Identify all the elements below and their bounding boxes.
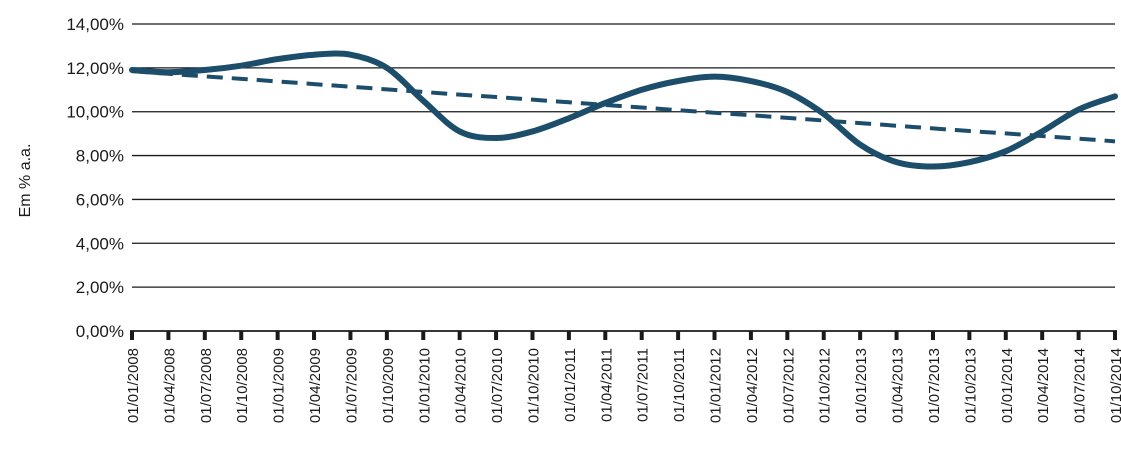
x-axis-tick-labels: 01/01/2008 01/04/2008 01/07/2008 01/10/2008… [125,348,1121,423]
data-point [240,65,242,67]
data-point [787,117,789,119]
y-tick-label: 4,00% [76,234,124,253]
x-tick-label: 01/10/2009 [380,348,397,423]
x-tick-label: 01/04/2014 [1035,348,1052,423]
data-point [714,112,716,114]
data-point [604,102,606,104]
gridlines [132,23,1115,288]
data-point [932,166,934,168]
x-tick-label: 01/10/2010 [525,348,542,423]
y-tick-label: 0,00% [76,322,124,341]
data-point [969,161,971,163]
y-tick-label: 2,00% [76,278,124,297]
y-tick-label: 12,00% [66,59,124,78]
data-point [459,94,461,96]
data-point [896,125,898,127]
data-point [277,58,279,60]
data-point [1041,131,1043,133]
x-tick-label: 01/07/2013 [926,348,943,423]
data-point [1114,96,1116,98]
x-tick-label: 01/07/2014 [1072,348,1089,423]
x-tick-label: 01/10/2008 [234,348,251,423]
data-point [495,137,497,139]
x-tick-label: 01/07/2011 [635,348,652,422]
data-point [532,99,534,101]
data-point [823,120,825,122]
data-point [823,113,825,115]
x-tick-label: 01/04/2013 [890,348,907,423]
data-point [714,76,716,78]
data-point [1005,150,1007,152]
data-point [386,89,388,91]
y-tick-label: 6,00% [76,190,124,209]
x-tick-label: 01/01/2014 [999,348,1016,423]
x-tick-label: 01/04/2011 [598,348,615,422]
x-axis [130,330,1117,340]
data-point [787,91,789,93]
trend-line-series [131,69,1116,144]
x-tick-label: 01/01/2011 [562,348,579,422]
x-tick-label: 01/04/2012 [744,348,761,423]
rate-line-series [129,50,1118,170]
x-tick-label: 01/10/2012 [817,348,834,423]
x-tick-label: 01/01/2013 [853,348,870,423]
data-point [568,117,570,119]
data-point [204,76,206,78]
data-point [896,161,898,163]
data-point [568,101,570,103]
x-tick-label: 01/01/2012 [708,348,725,423]
y-tick-label: 8,00% [76,147,124,166]
data-point [313,54,315,56]
data-point [859,144,861,146]
data-point [750,80,752,82]
data-point [350,86,352,88]
x-tick-label: 01/01/2008 [125,348,142,423]
x-tick-label: 01/07/2012 [780,348,797,423]
data-point [750,114,752,116]
data-point [641,89,643,91]
data-point [1078,109,1080,111]
data-point [604,104,606,106]
x-tick-label: 01/04/2009 [307,348,324,423]
data-point [422,91,424,93]
x-tick-label: 01/04/2008 [161,348,178,423]
data-point [240,78,242,80]
data-point [932,128,934,130]
data-point [677,109,679,111]
data-point [350,54,352,56]
data-point [641,107,643,109]
data-point [969,130,971,132]
x-tick-label: 01/04/2010 [453,348,470,423]
data-point [532,131,534,133]
data-point [1114,141,1116,143]
x-tick-label: 01/07/2010 [489,348,506,423]
data-point [204,69,206,71]
y-tick-label: 10,00% [66,103,124,122]
data-point [1005,133,1007,135]
data-point [313,83,315,85]
data-point [459,131,461,133]
x-tick-label: 01/07/2008 [198,348,215,423]
y-axis-label: Em % a.a. [17,144,34,218]
data-point [386,67,388,69]
data-point [168,73,170,75]
series-group [129,50,1118,170]
data-point [677,80,679,82]
data-point [277,81,279,83]
x-tick-label: 01/01/2009 [271,348,288,423]
x-tick-label: 01/01/2010 [416,348,433,423]
x-tick-label: 01/07/2009 [343,348,360,423]
y-axis-tick-labels: 0,00% 2,00% 4,00% 6,00% 8,00% 10,00% 12,00% 14,… [66,15,124,341]
data-point [1041,135,1043,137]
x-tick-label: 01/10/2013 [962,348,979,423]
data-point [1078,138,1080,140]
data-point [859,122,861,124]
data-point [422,100,424,102]
x-tick-label: 01/10/2011 [671,348,688,422]
x-tick-label: 01/10/2014 [1108,348,1121,423]
y-tick-label: 14,00% [66,15,124,34]
data-point [495,96,497,98]
data-point [131,70,133,72]
